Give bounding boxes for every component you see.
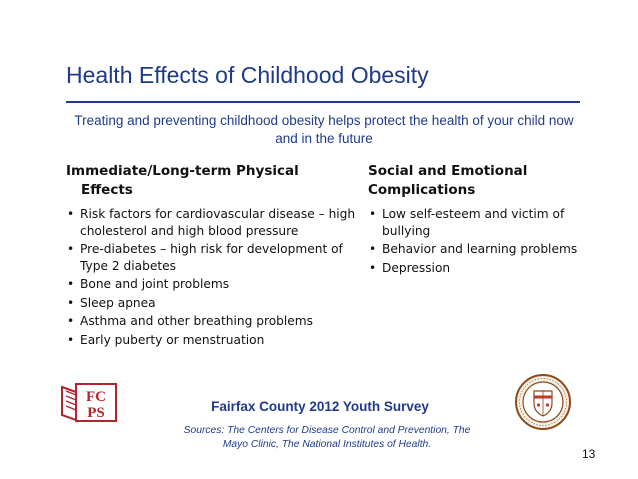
bullet-icon: • — [369, 207, 377, 221]
county-seal-logo — [515, 374, 571, 430]
list-item: • Bone and joint problems — [66, 276, 358, 293]
bullet-icon: • — [67, 332, 75, 347]
list-item: • Pre-diabetes – high risk for developmen… — [66, 241, 358, 274]
list-item-text: Sleep apnea — [80, 295, 156, 310]
list-item: • Early puberty or menstruation — [66, 332, 358, 349]
bullet-icon: • — [67, 295, 75, 310]
physical-effects-column: Immediate/Long-term Physical Effects • Ri… — [66, 162, 358, 350]
list-item: • Risk factors for cardiovascular disease… — [66, 206, 358, 239]
list-item: • Asthma and other breathing problems — [66, 313, 358, 330]
list-item: • Sleep apnea — [66, 295, 358, 312]
bullet-icon: • — [67, 207, 75, 221]
fcps-logo-top: FC — [86, 389, 106, 405]
list-item: • Depression — [368, 260, 588, 277]
list-item-text: Asthma and other breathing problems — [80, 314, 313, 328]
fcps-logo: FC PS — [61, 383, 117, 422]
bullet-icon: • — [67, 242, 75, 256]
physical-effects-heading-line1: Immediate/Long-term Physical — [66, 163, 299, 179]
bullet-icon: • — [67, 314, 75, 328]
list-item: • Low self-esteem and victim of bullying — [368, 206, 588, 239]
list-item-text: Pre-diabetes – high risk for development… — [80, 242, 343, 273]
slide-title: Health Effects of Childhood Obesity — [66, 62, 429, 88]
social-emotional-heading: Social and Emotional Complications — [368, 162, 588, 200]
title-divider — [66, 101, 580, 103]
social-emotional-column: Social and Emotional Complications • Low … — [368, 162, 588, 278]
fcps-book-icon — [61, 383, 117, 422]
list-item-text: Low self-esteem and victim of bullying — [382, 207, 565, 238]
bullet-icon: • — [369, 260, 377, 275]
list-item-text: Early puberty or menstruation — [80, 332, 265, 347]
social-emotional-heading-line2: Complications — [368, 182, 476, 198]
sources-note: Sources: The Centers for Disease Control… — [183, 425, 471, 450]
page-number: 13 — [582, 447, 596, 461]
list-item-text: Behavior and learning problems — [382, 242, 578, 256]
bullet-icon: • — [369, 242, 377, 256]
survey-title: Fairfax County 2012 Youth Survey — [211, 399, 429, 414]
list-item-text: Depression — [382, 260, 451, 275]
social-emotional-list: • Low self-esteem and victim of bullying … — [368, 206, 588, 276]
list-item: • Behavior and learning problems — [368, 241, 588, 258]
fcps-logo-bottom: PS — [87, 405, 105, 421]
social-emotional-heading-line1: Social and Emotional — [368, 163, 528, 179]
physical-effects-heading-line2: Effects — [81, 182, 133, 198]
seal-shield-icon — [533, 390, 553, 417]
list-item-text: Risk factors for cardiovascular disease … — [80, 207, 356, 238]
physical-effects-list: • Risk factors for cardiovascular disease… — [66, 206, 358, 348]
physical-effects-heading: Immediate/Long-term Physical Effects — [66, 162, 358, 200]
slide-subtitle: Treating and preventing childhood obesit… — [74, 113, 574, 146]
bullet-icon: • — [67, 277, 75, 291]
list-item-text: Bone and joint problems — [80, 277, 230, 291]
